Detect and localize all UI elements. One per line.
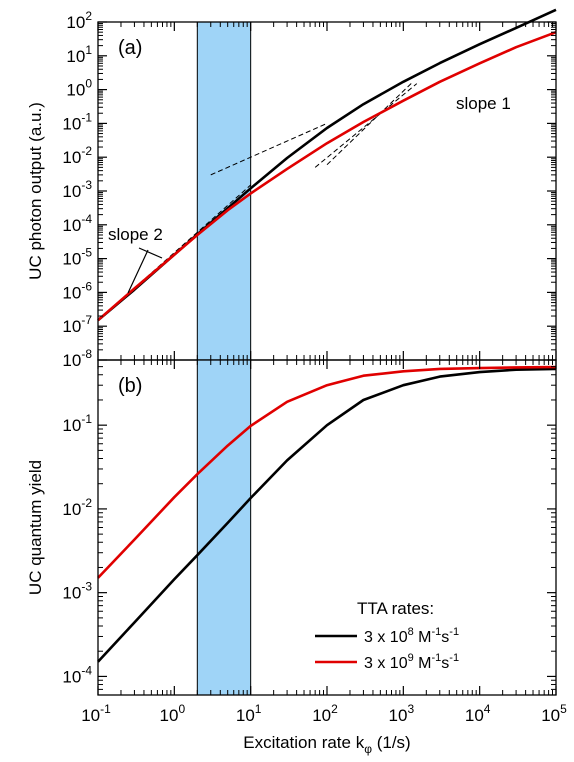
series-line-2 xyxy=(97,365,557,579)
series-line-2 xyxy=(97,30,557,322)
annotation-slope-2: slope 2 xyxy=(108,225,163,244)
x-tick-label: 102 xyxy=(312,702,338,725)
guide-line xyxy=(210,122,328,176)
y-tick-label: 10-8 xyxy=(62,347,92,370)
annotation-leader-red xyxy=(138,247,163,259)
x-axis-label: Excitation rate kφ (1/s) xyxy=(243,733,410,756)
panel-label: (a) xyxy=(118,37,142,59)
x-tick-label: 101 xyxy=(236,702,262,725)
y-tick-label: 10-2 xyxy=(62,496,92,519)
y-tick-label: 10-5 xyxy=(62,246,92,269)
series-line-1 xyxy=(97,8,557,322)
guide-line xyxy=(314,83,418,168)
panel-b: 10-4 10-3 10-2 10-1 10-1 100 101 102 103 104 105 (b… xyxy=(26,359,567,725)
y-tick-label: 10-4 xyxy=(62,212,92,235)
x-tick-label: 104 xyxy=(465,702,491,725)
y-tick-label: 100 xyxy=(66,77,92,100)
plot-frame xyxy=(97,21,557,361)
y-tick-label: 10-6 xyxy=(62,279,92,302)
annotation-leader-black xyxy=(127,249,149,294)
legend: TTA rates: 3 x 108 M-1s-1 3 x 109 M-1s-1 xyxy=(315,599,459,672)
series-line-1 xyxy=(97,367,557,663)
y-tick-label: 102 xyxy=(66,9,92,32)
legend-label: 3 x 108 M-1s-1 xyxy=(364,626,459,646)
highlight-band xyxy=(196,21,252,361)
y-tick-label: 10-1 xyxy=(62,412,92,435)
panel-label: (b) xyxy=(118,375,142,397)
y-tick-label: 10-7 xyxy=(62,313,92,336)
x-tick-label: 103 xyxy=(389,702,415,725)
plot-frame xyxy=(97,359,557,696)
y-tick-label: 10-2 xyxy=(62,144,92,167)
panel-a: 10-8 10-7 10-6 10-5 10-4 10-3 10-2 10-1 100 101 10… xyxy=(26,8,557,370)
x-tick-label: 100 xyxy=(160,702,186,725)
shared-labels: Excitation rate kφ (1/s) xyxy=(243,733,410,756)
y-tick-label: 10-3 xyxy=(62,178,92,201)
annotation-slope-1: slope 1 xyxy=(456,94,511,113)
x-tick-label: 105 xyxy=(541,702,567,725)
x-tick-label: 10-1 xyxy=(81,702,111,725)
y-tick-label: 101 xyxy=(66,43,92,66)
y-tick-label: 10-4 xyxy=(62,663,92,686)
y-axis-label: UC quantum yield xyxy=(26,460,45,595)
y-tick-label: 10-1 xyxy=(62,110,92,133)
guide-line xyxy=(326,82,413,166)
y-axis-label: UC photon output (a.u.) xyxy=(26,102,45,280)
y-tick-label: 10-3 xyxy=(62,580,92,603)
legend-title: TTA rates: xyxy=(357,599,434,618)
legend-label: 3 x 109 M-1s-1 xyxy=(364,652,459,672)
